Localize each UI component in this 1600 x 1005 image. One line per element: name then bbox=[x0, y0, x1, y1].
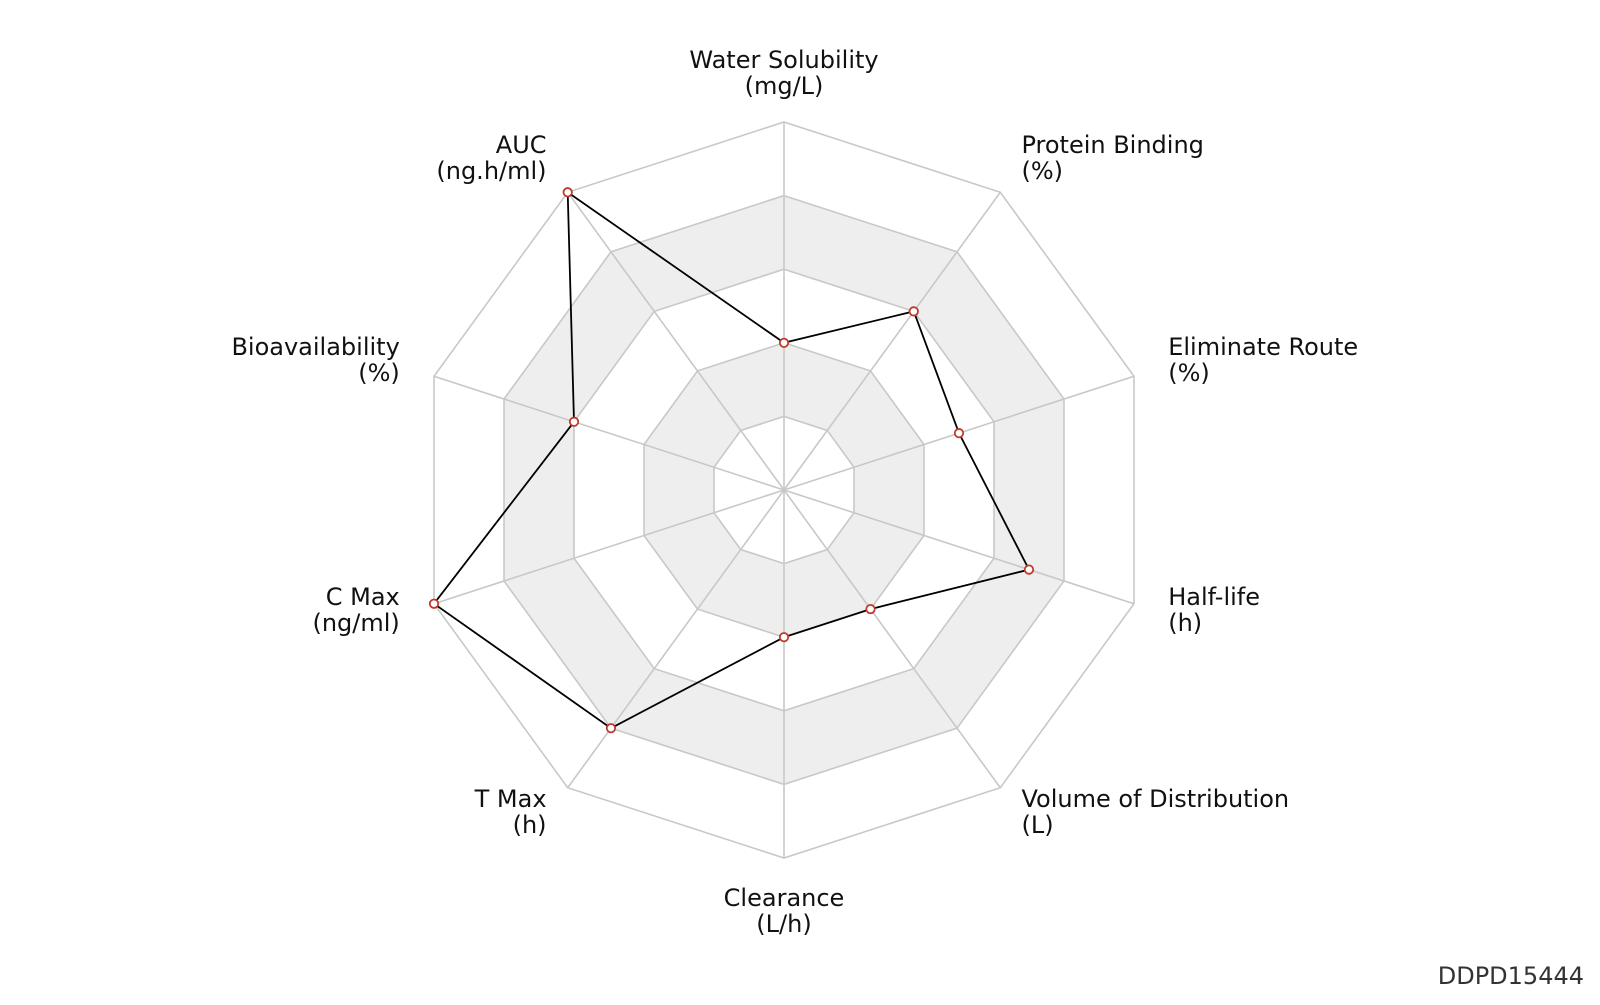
radar-point bbox=[778, 632, 790, 643]
radar-point bbox=[562, 187, 573, 198]
axis-label: Bioavailability bbox=[231, 333, 399, 361]
watermark-id: DDPD15444 bbox=[1437, 962, 1584, 990]
axis-unit-label: (h) bbox=[513, 811, 547, 839]
axis-label: Half-life bbox=[1168, 583, 1260, 611]
radar-spoke bbox=[567, 489, 785, 789]
radar-spokes bbox=[433, 122, 1135, 858]
radar-point bbox=[865, 603, 876, 615]
radar-spoke bbox=[433, 375, 785, 491]
axis-unit-label: (%) bbox=[1168, 359, 1210, 387]
radar-point bbox=[605, 723, 617, 734]
axis-unit-label: (ng.h/ml) bbox=[436, 157, 546, 185]
axis-label: Volume of Distribution bbox=[1021, 785, 1289, 813]
radar-spoke bbox=[567, 191, 785, 491]
radar-band bbox=[644, 342, 924, 638]
axis-unit-label: (%) bbox=[358, 359, 400, 387]
radar-spoke bbox=[433, 489, 785, 605]
axis-label: Clearance bbox=[724, 884, 845, 912]
radar-point bbox=[908, 306, 919, 317]
radar-axis-labels: Water Solubility(mg/L)Protein Binding(%)… bbox=[231, 46, 1358, 938]
radar-bands bbox=[504, 195, 1064, 785]
radar-spoke bbox=[783, 489, 1135, 605]
axis-unit-label: (h) bbox=[1168, 609, 1202, 637]
radar-series bbox=[428, 187, 1035, 734]
axis-label: Water Solubility bbox=[689, 46, 878, 74]
axis-unit-label: (ng/ml) bbox=[312, 609, 399, 637]
axis-unit-label: (%) bbox=[1021, 157, 1063, 185]
axis-label: AUC bbox=[496, 131, 547, 159]
radar-point bbox=[778, 337, 790, 348]
radar-point bbox=[953, 428, 965, 439]
radar-point bbox=[428, 598, 440, 609]
axis-unit-label: (mg/L) bbox=[745, 72, 824, 100]
axis-unit-label: (L/h) bbox=[756, 910, 811, 938]
axis-label: C Max bbox=[326, 583, 400, 611]
radar-point bbox=[568, 416, 580, 427]
axis-label: Protein Binding bbox=[1021, 131, 1203, 159]
radar-point bbox=[1023, 564, 1035, 575]
axis-label: Eliminate Route bbox=[1168, 333, 1358, 361]
radar-spoke bbox=[783, 489, 1001, 789]
axis-label: T Max bbox=[474, 785, 547, 813]
axis-unit-label: (L) bbox=[1021, 811, 1053, 839]
radar-spoke bbox=[783, 191, 1001, 491]
